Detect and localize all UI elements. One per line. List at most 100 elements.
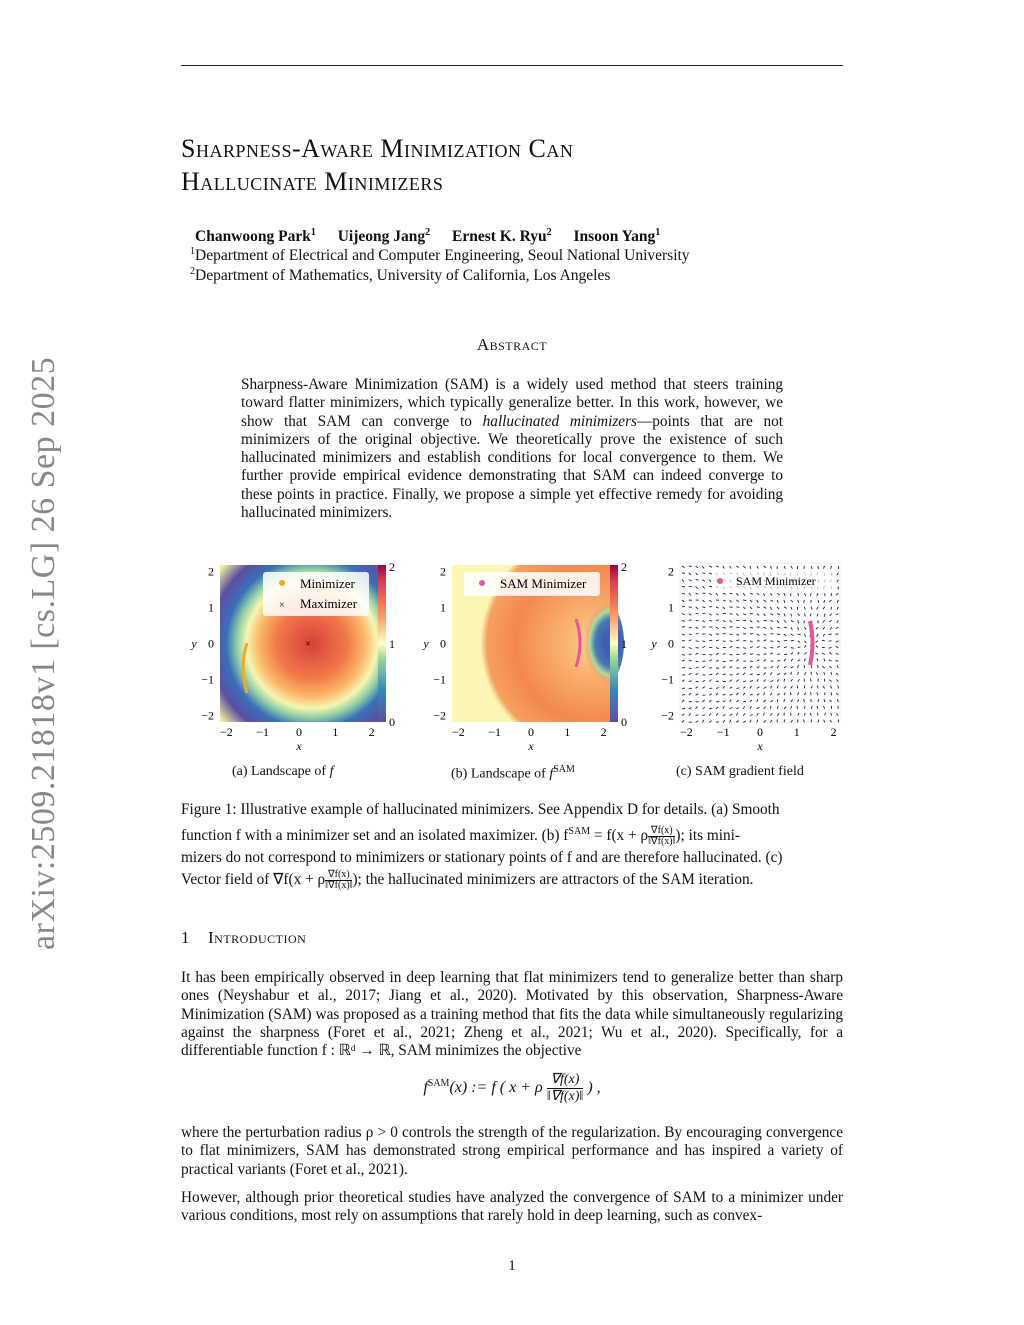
quiver-arrow — [829, 599, 832, 603]
quiver-arrow — [830, 593, 833, 597]
y-axis-label: y — [190, 637, 197, 651]
quiver-arrow — [770, 666, 774, 669]
subfigure-caption-a: (a) Landscape of f — [232, 764, 334, 779]
quiver-arrow — [736, 613, 739, 617]
quiver-arrow — [736, 599, 740, 602]
colorbar-tick: 0 — [621, 715, 627, 729]
quiver-arrow — [742, 686, 746, 689]
quiver-arrow — [815, 645, 819, 648]
quiver-arrow — [776, 713, 780, 716]
quiver-arrow — [749, 606, 753, 610]
quiver-arrow — [763, 712, 765, 716]
quiver-arrow — [817, 599, 820, 604]
quiver-arrow — [763, 593, 766, 597]
quiver-arrow — [836, 606, 839, 610]
quiver-arrow — [803, 658, 806, 662]
quiver-arrow — [770, 592, 773, 596]
quiver-arrow — [688, 707, 692, 710]
quiver-arrow — [695, 640, 699, 642]
quiver-arrow — [722, 673, 726, 676]
quiver-arrow — [763, 659, 767, 662]
author: Chanwoong Park1 — [195, 227, 316, 246]
quiver-arrow — [688, 565, 692, 567]
colorbar-tick: 2 — [389, 560, 395, 574]
quiver-arrow — [790, 606, 793, 610]
quiver-arrow — [809, 712, 812, 716]
quiver-arrow — [828, 679, 832, 682]
quiver-arrow — [790, 671, 792, 675]
quiver-arrow — [695, 706, 698, 710]
quiver-arrow — [803, 633, 807, 637]
quiver-arrow — [804, 651, 807, 655]
quiver-arrow — [776, 599, 779, 603]
quiver-arrow — [708, 592, 712, 596]
quiver-arrow — [823, 719, 826, 723]
x-tick-label: −1 — [256, 725, 269, 739]
quiver-arrow — [769, 565, 773, 569]
quiver-arrow — [828, 647, 832, 649]
quiver-arrow — [756, 633, 760, 636]
quiver-arrow — [829, 613, 832, 617]
x-tick-label: 0 — [528, 725, 534, 739]
colorbar-tick: 1 — [389, 637, 395, 651]
figure-panel-a: × Minimizer × Maximizer 2 1 0 −2 −1 0 1 2 2 1 0… — [190, 560, 395, 753]
quiver-arrow — [681, 579, 685, 583]
x-tick-label: 2 — [369, 725, 375, 739]
paper-title: Sharpness-Aware Minimization Can Halluci… — [181, 132, 573, 198]
quiver-arrow — [777, 673, 781, 676]
author: Insoon Yang1 — [573, 227, 661, 246]
x-tick-label: −2 — [220, 725, 233, 739]
quiver-arrow — [783, 599, 786, 604]
quiver-arrow — [809, 593, 812, 597]
quiver-arrow — [695, 606, 699, 610]
quiver-arrow — [783, 613, 786, 617]
quiver-arrow — [816, 658, 819, 662]
quiver-arrow — [763, 606, 767, 609]
quiver-arrow — [749, 640, 753, 643]
quiver-arrow — [817, 685, 819, 689]
quiver-arrow — [749, 693, 753, 696]
quiver-arrow — [790, 719, 793, 723]
quiver-arrow — [790, 633, 794, 636]
quiver-arrow — [695, 652, 699, 655]
quiver-arrow — [715, 713, 719, 716]
quiver-arrow — [797, 646, 801, 649]
sam-minimizer-set — [808, 620, 815, 666]
quiver-arrow — [756, 592, 760, 596]
quiver-arrow — [803, 606, 806, 610]
sam-minimizer-legend-marker — [717, 578, 723, 584]
quiver-arrow — [770, 680, 774, 683]
quiver-arrow — [790, 620, 794, 623]
quiver-arrow — [715, 565, 719, 568]
quiver-arrow — [822, 685, 826, 689]
caption-line: Figure 1: Illustrative example of halluc… — [181, 801, 780, 818]
quiver-arrow — [708, 659, 712, 662]
quiver-arrow — [715, 592, 719, 596]
colorbar-ticks: 2 1 0 — [389, 560, 395, 729]
caption-line: Vector field of ∇f(x + ρ ∇f(x) ‖∇f(x)‖); t… — [181, 869, 754, 892]
quiver-arrow — [709, 619, 713, 622]
sam-minimizer-set — [574, 618, 582, 668]
quiver-arrow — [736, 720, 740, 723]
quiver-arrow — [797, 599, 800, 603]
quiver-arrow — [816, 613, 819, 617]
quiver-arrow — [729, 565, 732, 569]
quiver-arrow — [783, 626, 788, 629]
quiver-arrow — [756, 706, 760, 710]
quiver-arrow — [756, 686, 760, 689]
quiver-arrow — [709, 653, 713, 656]
quiver-arrow — [783, 686, 787, 689]
y-tick-label: −1 — [433, 673, 446, 687]
quiver-arrow — [797, 699, 800, 703]
title-line-1: Sharpness-Aware Minimization Can — [181, 134, 574, 163]
quiver-arrow — [729, 613, 733, 615]
quiver-arrow — [708, 613, 712, 616]
quiver-arrow — [830, 565, 833, 569]
quiver-arrow — [797, 664, 799, 669]
y-tick-label: 2 — [208, 564, 214, 578]
quiver-arrow — [763, 692, 766, 696]
quiver-arrow — [742, 705, 746, 710]
quiver-arrow — [736, 699, 739, 703]
quiver-arrow — [736, 679, 739, 682]
quiver-arrow — [756, 599, 759, 603]
